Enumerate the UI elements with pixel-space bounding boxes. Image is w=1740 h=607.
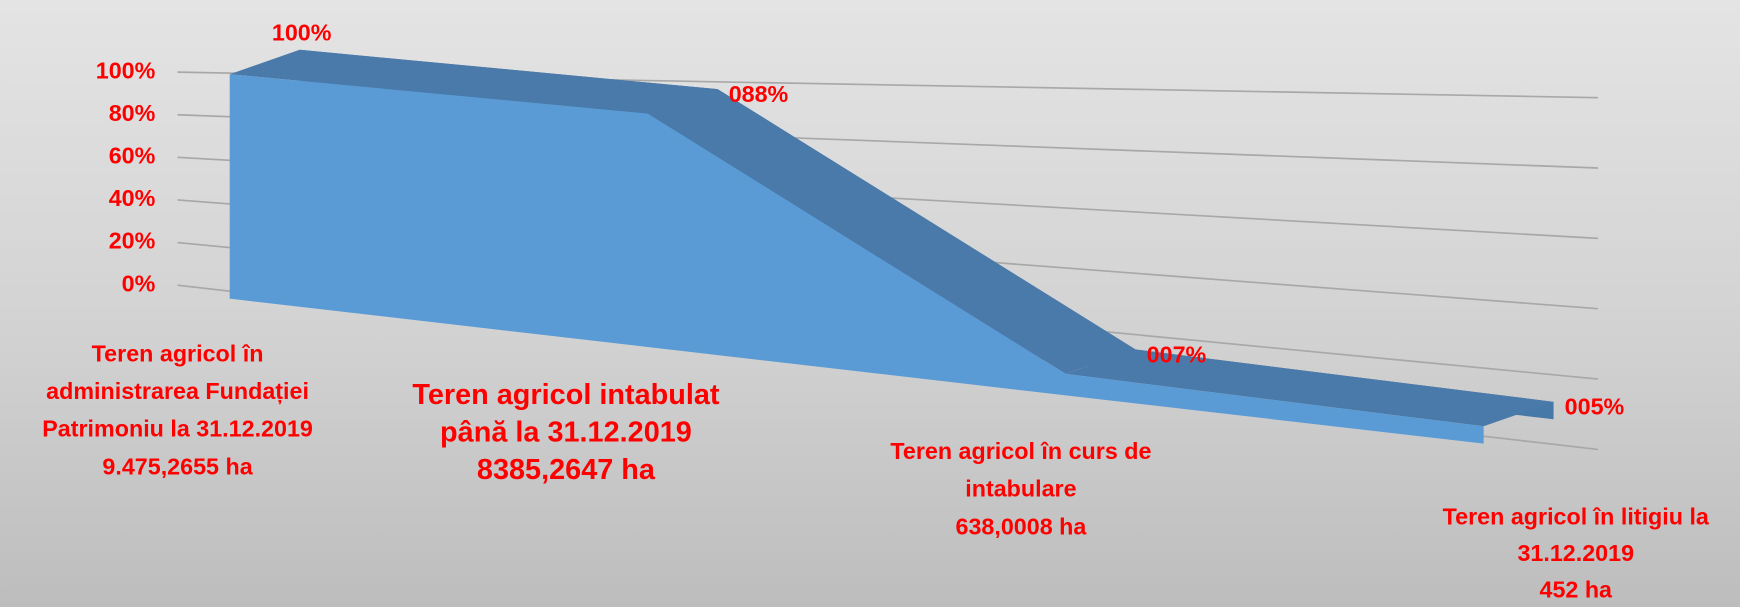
x-tick-label: 9.475,2655 ha [102, 453, 253, 479]
x-tick-label: 638,0008 ha [955, 513, 1087, 539]
y-tick-label: 60% [109, 143, 156, 169]
data-label: 088% [729, 81, 789, 107]
x-tick-label: Teren agricol în litigiu la [1443, 503, 1710, 529]
y-tick-label: 80% [109, 100, 156, 126]
x-tick-label: 8385,2647 ha [477, 454, 656, 486]
y-tick-label: 20% [109, 228, 156, 254]
x-tick-label: intabulare [965, 476, 1076, 502]
area-front [229, 74, 1484, 444]
data-label: 005% [1565, 394, 1625, 420]
x-tick-label: Patrimoniu la 31.12.2019 [42, 416, 313, 442]
data-label: 100% [272, 19, 332, 45]
x-tick-label: 452 ha [1539, 577, 1613, 603]
area-top [1065, 349, 1554, 427]
y-tick-label: 40% [109, 185, 156, 211]
area-top [647, 89, 1136, 374]
x-tick-label: până la 31.12.2019 [440, 417, 692, 449]
x-tick-label: Teren agricol intabulat [412, 379, 720, 411]
x-tick-label: 31.12.2019 [1517, 540, 1634, 566]
data-label: 007% [1147, 341, 1207, 367]
area-top [229, 49, 718, 114]
y-tick-label: 100% [96, 57, 156, 83]
x-tick-label: Teren agricol în curs de [890, 438, 1151, 464]
y-tick-label: 0% [122, 270, 156, 296]
x-tick-label: Teren agricol în [92, 340, 264, 366]
x-tick-label: administrarea Fundației [46, 378, 309, 405]
